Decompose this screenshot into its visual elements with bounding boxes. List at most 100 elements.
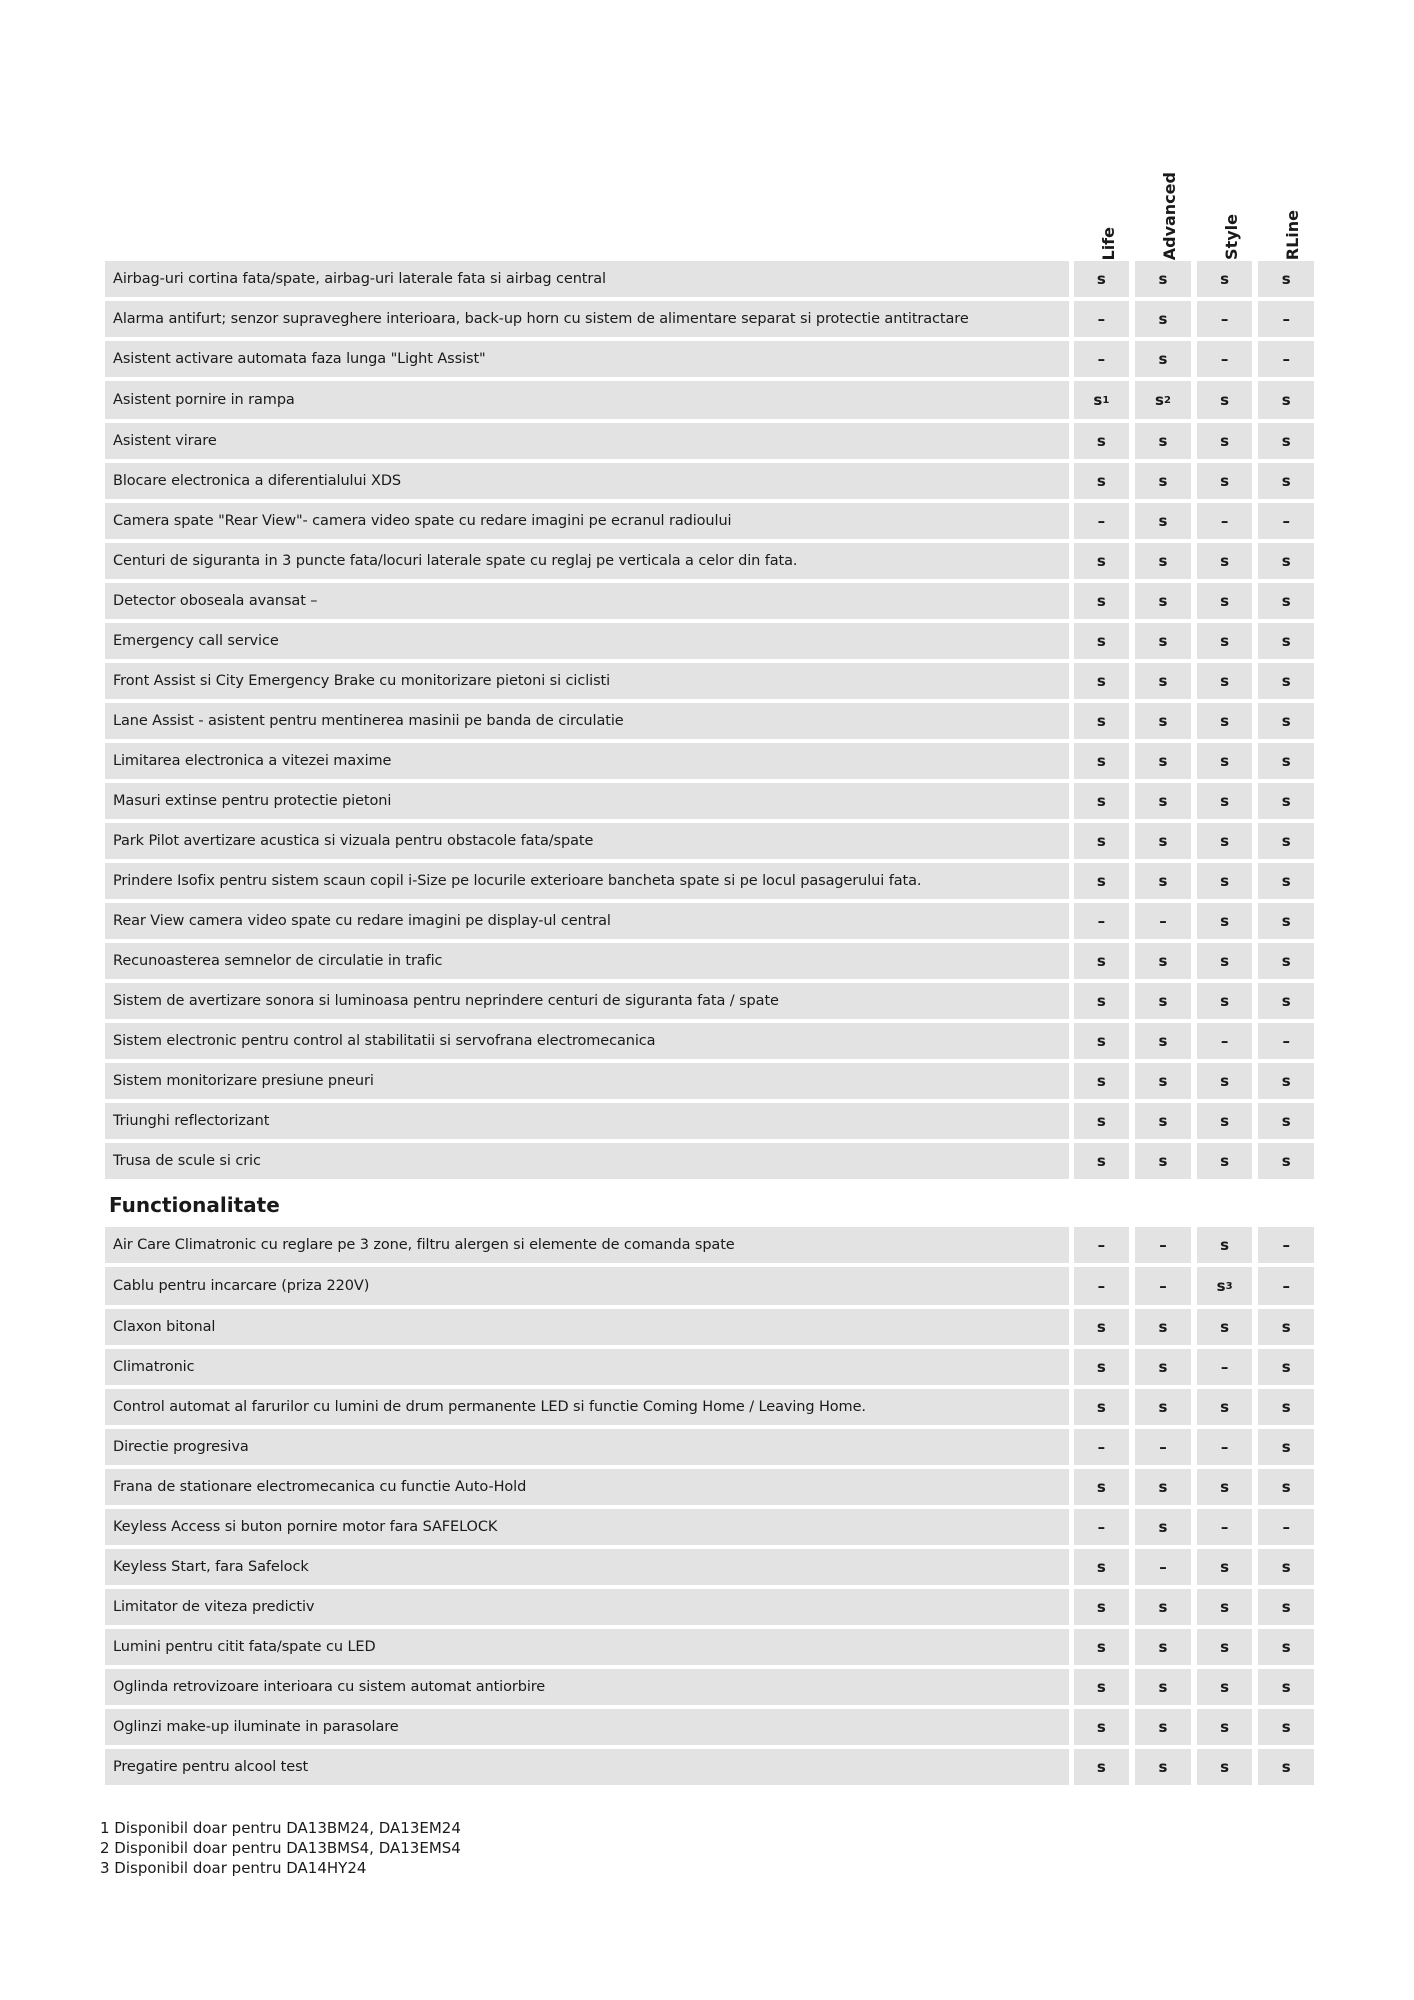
value-cell-style: s [1196, 1469, 1253, 1509]
feature-label: Lumini pentru citit fata/spate cu LED [105, 1629, 1069, 1669]
value-cell-rline: s [1258, 983, 1315, 1023]
value-cell-life: s [1073, 1103, 1130, 1143]
value-cell-rline: s [1258, 903, 1315, 943]
value-cell-rline: s [1258, 1143, 1315, 1183]
feature-label: Limitarea electronica a vitezei maxime [105, 743, 1069, 783]
value-cell-style: s [1196, 903, 1253, 943]
value-cell-life: s [1073, 1589, 1130, 1629]
table-row: Pregatire pentru alcool test s s s s [105, 1749, 1320, 1789]
feature-label: Blocare electronica a diferentialului XD… [105, 463, 1069, 503]
value-cell-rline: s [1258, 1749, 1315, 1789]
feature-label: Sistem electronic pentru control al stab… [105, 1023, 1069, 1063]
column-header-style: Style [1203, 160, 1259, 260]
value-cell-life: s [1073, 463, 1130, 503]
value-cell-rline: s [1258, 381, 1315, 423]
value-cell-life: s [1073, 1629, 1130, 1669]
feature-label: Control automat al farurilor cu lumini d… [105, 1389, 1069, 1429]
value-cell-style: s [1196, 743, 1253, 783]
value-cell-life: s [1073, 1749, 1130, 1789]
feature-label: Sistem de avertizare sonora si luminoasa… [105, 983, 1069, 1023]
feature-label: Front Assist si City Emergency Brake cu … [105, 663, 1069, 703]
value-cell-style: s [1196, 1227, 1253, 1267]
value-cell-advanced: s [1135, 663, 1191, 703]
value-cell-advanced: s [1135, 703, 1191, 743]
footnote: 3 Disponibil doar pentru DA14HY24 [100, 1859, 367, 1877]
value-cell-advanced: s [1135, 1589, 1191, 1629]
value-cell-life: s [1073, 1063, 1130, 1103]
value-cell-rline: s [1258, 1629, 1315, 1669]
value-cell-life: – [1073, 301, 1130, 341]
value-cell-advanced: s [1135, 261, 1191, 301]
feature-label: Detector oboseala avansat – [105, 583, 1069, 623]
feature-label: Emergency call service [105, 623, 1069, 663]
value-cell-style: s [1196, 863, 1253, 903]
footnote: 2 Disponibil doar pentru DA13BMS4, DA13E… [100, 1839, 461, 1857]
table-row: Alarma antifurt; senzor supraveghere int… [105, 301, 1320, 341]
value-cell-style: s [1196, 1309, 1253, 1349]
table-row: Triunghi reflectorizant s s s s [105, 1103, 1320, 1143]
footnotes: 1 Disponibil doar pentru DA13BM24, DA13E… [100, 1818, 461, 1878]
value-cell-advanced: s [1135, 783, 1191, 823]
feature-label: Centuri de siguranta in 3 puncte fata/lo… [105, 543, 1069, 583]
value-cell-rline: s [1258, 623, 1315, 663]
value-cell-life: – [1073, 1227, 1130, 1267]
feature-label: Recunoasterea semnelor de circulatie in … [105, 943, 1069, 983]
value-cell-style: s [1196, 463, 1253, 503]
table-row: Limitarea electronica a vitezei maxime s s… [105, 743, 1320, 783]
table-row: Cablu pentru incarcare (priza 220V) – – s 3– [105, 1267, 1320, 1309]
table-row: Airbag-uri cortina fata/spate, airbag-ur… [105, 261, 1320, 301]
value-cell-rline: s [1258, 1469, 1315, 1509]
value-cell-advanced: s [1135, 1309, 1191, 1349]
table-row: Air Care Climatronic cu reglare pe 3 zon… [105, 1227, 1320, 1267]
table-row: Climatronic s s – s [105, 1349, 1320, 1389]
feature-label: Air Care Climatronic cu reglare pe 3 zon… [105, 1227, 1069, 1267]
value-cell-advanced: s [1135, 301, 1191, 341]
value-cell-advanced: – [1135, 1549, 1191, 1589]
table-row: Recunoasterea semnelor de circulatie in … [105, 943, 1320, 983]
value-cell-rline: – [1258, 1023, 1315, 1063]
value-cell-style: s [1196, 983, 1253, 1023]
value-cell-life: s [1073, 1143, 1130, 1183]
value-cell-life: s [1073, 423, 1130, 463]
value-cell-style: – [1196, 1349, 1253, 1389]
column-headers: Life Advanced Style RLine [1080, 160, 1320, 260]
feature-label: Asistent virare [105, 423, 1069, 463]
value-cell-life: s [1073, 1309, 1130, 1349]
value-cell-life: – [1073, 503, 1130, 543]
value-cell-style: s [1196, 423, 1253, 463]
value-cell-style: – [1196, 301, 1253, 341]
value-cell-rline: s [1258, 1589, 1315, 1629]
value-cell-advanced: – [1135, 1429, 1191, 1469]
value-cell-style: s [1196, 703, 1253, 743]
table-row: Emergency call service s s s s [105, 623, 1320, 663]
table-row: Sistem monitorizare presiune pneuri s s s s [105, 1063, 1320, 1103]
value-cell-life: – [1073, 1429, 1130, 1469]
table-row: Oglinda retrovizoare interioara cu siste… [105, 1669, 1320, 1709]
value-cell-rline: s [1258, 1389, 1315, 1429]
value-cell-advanced: s [1135, 1389, 1191, 1429]
table-row: Masuri extinse pentru protectie pietoni s… [105, 783, 1320, 823]
value-cell-life: s [1073, 543, 1130, 583]
value-cell-advanced: s [1135, 1709, 1191, 1749]
value-cell-advanced: s [1135, 583, 1191, 623]
value-cell-style: – [1196, 341, 1253, 381]
value-cell-advanced: s [1135, 1669, 1191, 1709]
feature-label: Masuri extinse pentru protectie pietoni [105, 783, 1069, 823]
value-cell-rline: – [1258, 301, 1315, 341]
table-row: Lumini pentru citit fata/spate cu LED s s s… [105, 1629, 1320, 1669]
value-cell-advanced: s [1135, 1469, 1191, 1509]
value-cell-life: s [1073, 1469, 1130, 1509]
value-cell-life: s [1073, 783, 1130, 823]
value-cell-rline: s [1258, 1103, 1315, 1143]
value-cell-rline: s [1258, 703, 1315, 743]
value-cell-rline: s [1258, 543, 1315, 583]
value-cell-life: – [1073, 903, 1130, 943]
value-cell-rline: s [1258, 261, 1315, 301]
value-cell-style: s [1196, 623, 1253, 663]
footnote-marker: 1 [1102, 394, 1110, 406]
value-cell-rline: s [1258, 1709, 1315, 1749]
table-row: Sistem de avertizare sonora si luminoasa… [105, 983, 1320, 1023]
value-cell-life: s [1073, 1549, 1130, 1589]
feature-label: Prindere Isofix pentru sistem scaun copi… [105, 863, 1069, 903]
value-cell-style: – [1196, 503, 1253, 543]
